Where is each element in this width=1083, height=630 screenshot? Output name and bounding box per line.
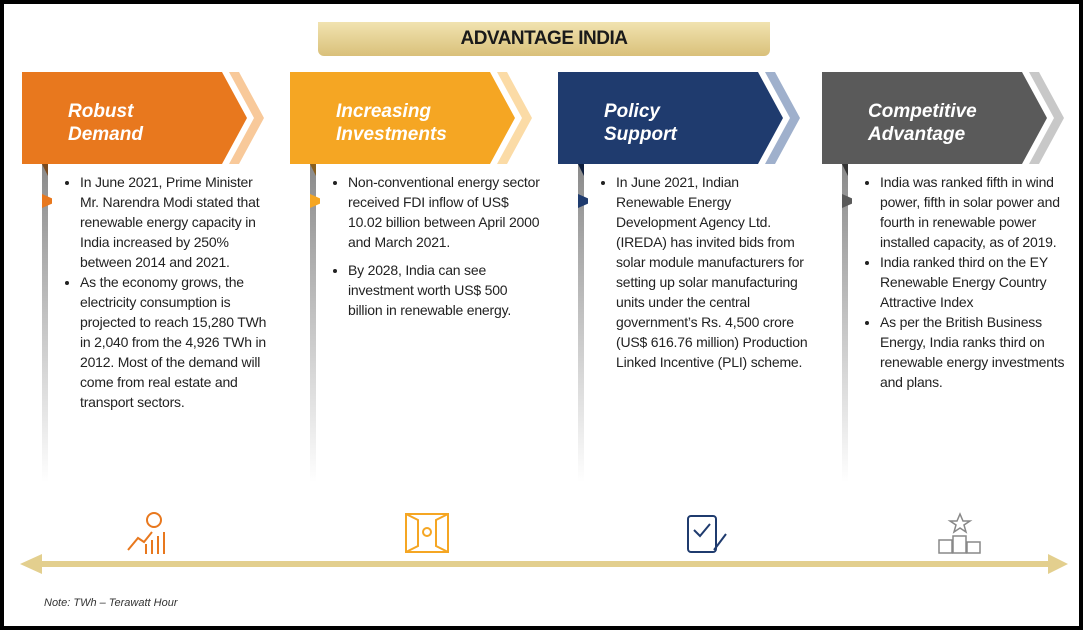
side-bar: [42, 164, 48, 482]
bullet-list: In June 2021, Prime Minister Mr. Narendr…: [62, 172, 272, 412]
chevron: [558, 72, 800, 164]
chevron: [290, 72, 532, 164]
heading: Policy Support: [604, 100, 677, 146]
marker: [842, 164, 852, 208]
icon-demand: [127, 512, 165, 554]
bullet: Non-conventional energy sector received …: [348, 172, 540, 252]
bullet: In June 2021, Prime Minister Mr. Narendr…: [80, 172, 272, 272]
bullet-list: Non-conventional energy sector received …: [330, 172, 540, 320]
heading-line: Competitive: [868, 101, 977, 122]
bullet: India ranked third on the EY Renewable E…: [880, 252, 1072, 312]
chevron: [22, 72, 264, 164]
icon-policy: [687, 515, 727, 553]
side-bar: [578, 164, 584, 482]
marker: [578, 164, 588, 208]
timeline-arrow: [20, 554, 1068, 574]
heading: Increasing Investments: [336, 100, 447, 146]
side-bar: [842, 164, 848, 482]
icon-investment: [405, 513, 449, 553]
heading: Competitive Advantage: [868, 100, 977, 146]
bullet: India was ranked fifth in wind power, fi…: [880, 172, 1072, 252]
bullet: As per the British Business Energy, Indi…: [880, 312, 1072, 392]
heading-line: Investments: [336, 124, 447, 145]
side-bar: [310, 164, 316, 482]
marker: [42, 164, 52, 208]
heading-line: Demand: [68, 124, 143, 145]
heading-line: Advantage: [868, 124, 966, 145]
banner-title: ADVANTAGE INDIA: [318, 22, 770, 56]
heading: Robust Demand: [68, 100, 143, 146]
icon-advantage: [938, 512, 981, 554]
bullet: In June 2021, Indian Renewable Energy De…: [616, 172, 808, 372]
bullet-list: India was ranked fifth in wind power, fi…: [862, 172, 1072, 392]
bullet: As the economy grows, the electricity co…: [80, 272, 272, 412]
marker: [310, 164, 320, 208]
heading-line: Robust: [68, 101, 134, 122]
chevron: [822, 72, 1064, 164]
bullet-list: In June 2021, Indian Renewable Energy De…: [598, 172, 808, 372]
heading-line: Increasing: [336, 101, 432, 122]
bullet: By 2028, India can see investment worth …: [348, 260, 540, 320]
footnote: Note: TWh – Terawatt Hour: [44, 597, 178, 609]
heading-line: Support: [604, 124, 677, 145]
heading-line: Policy: [604, 101, 660, 122]
